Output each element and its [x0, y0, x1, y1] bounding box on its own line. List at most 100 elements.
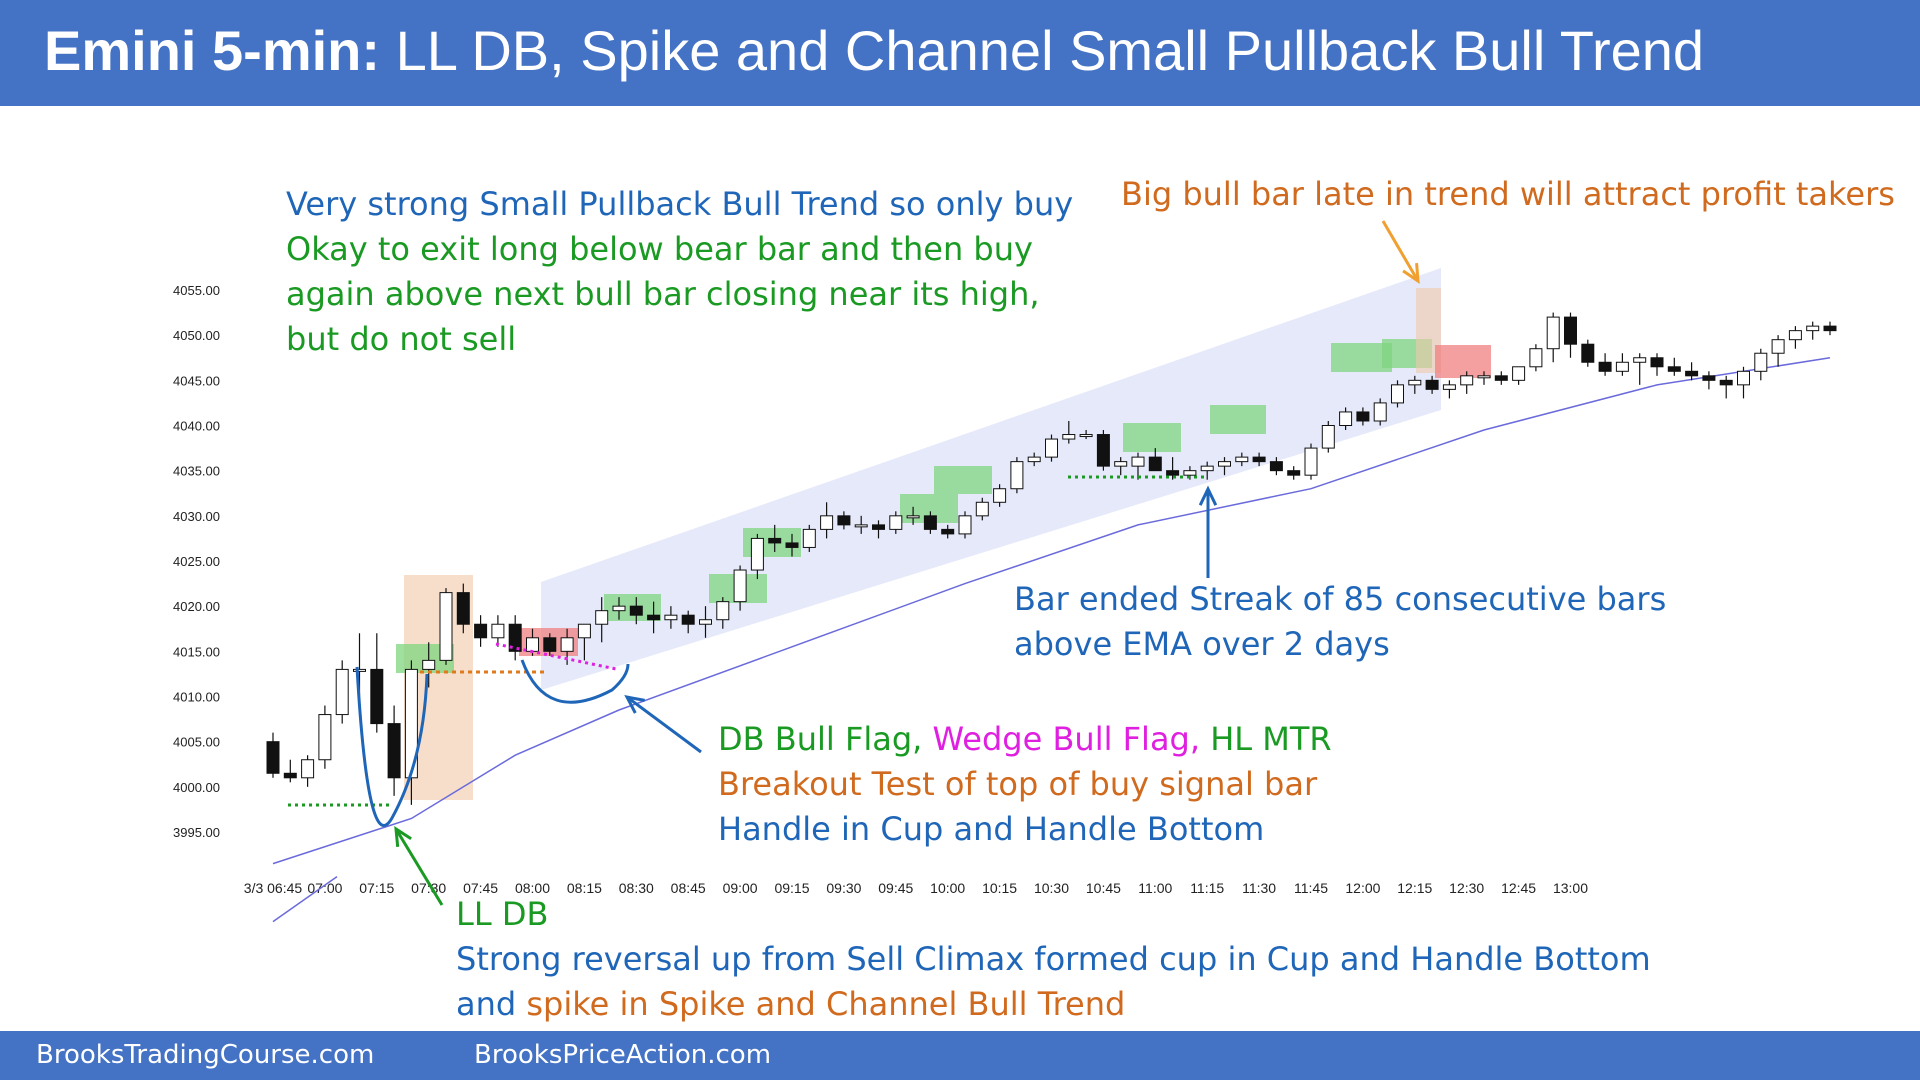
bear-candle: [1702, 375, 1716, 381]
note-do-not-sell: but do not sell: [286, 320, 517, 358]
y-axis: 4055.00 4050.00 4045.00 4040.00 4035.00 4030.…: [173, 283, 220, 840]
x-tick-label: 11:30: [1242, 880, 1276, 896]
bull-candle: [1235, 456, 1249, 463]
bull-candle: [802, 528, 816, 548]
bear-candle: [1096, 434, 1110, 467]
y-tick-label: 4000.00: [173, 780, 220, 795]
bull-candle: [975, 501, 989, 517]
x-tick-label: 12:00: [1345, 880, 1380, 896]
x-tick-label: 12:45: [1501, 880, 1536, 896]
bull-candle: [993, 488, 1007, 503]
note-strong-reversal: Strong reversal up from Sell Climax form…: [456, 940, 1651, 978]
bear-candle: [266, 741, 280, 774]
y-tick-label: 4050.00: [173, 328, 220, 343]
y-tick-label: 4055.00: [173, 283, 220, 298]
y-tick-label: 3995.00: [173, 825, 220, 840]
x-tick-label: 10:45: [1086, 880, 1121, 896]
note-exit-long: Okay to exit long below bear bar and the…: [286, 230, 1033, 268]
bear-candle: [1667, 366, 1681, 372]
x-tick-label: 11:15: [1190, 880, 1224, 896]
bull-candle: [1079, 434, 1093, 438]
bull-candle: [733, 569, 747, 603]
footer-link-left[interactable]: BrooksTradingCourse.com: [36, 1040, 375, 1070]
bear-candle: [474, 623, 488, 639]
profit-taker-arrow-head: [1402, 262, 1420, 284]
bull-candle: [1373, 402, 1387, 422]
x-tick-label: 08:45: [671, 880, 706, 896]
bull-candle: [1114, 461, 1128, 467]
bull-candle: [353, 668, 366, 672]
x-tick-label: 3/3 06:45: [244, 880, 303, 896]
bull-candle: [1806, 325, 1820, 332]
handle-outline: [520, 659, 630, 704]
y-tick-label: 4020.00: [173, 599, 220, 614]
x-tick-label: 09:00: [723, 880, 758, 896]
cup-outline: [355, 666, 429, 827]
x-tick-label: 08:00: [515, 880, 550, 896]
buy-box: [1331, 343, 1392, 372]
bull-candle: [1218, 461, 1231, 467]
bull-candle: [1788, 330, 1802, 341]
bear-candle: [923, 515, 937, 530]
footer-bar: BrooksTradingCourse.com BrooksPriceActio…: [0, 1031, 1920, 1080]
bull-candle: [1200, 465, 1214, 472]
bull-candle: [439, 592, 453, 661]
x-tick-label: 08:30: [619, 880, 654, 896]
bear-candle: [872, 524, 885, 530]
bull-candle: [750, 537, 764, 571]
bear-candle: [370, 668, 384, 725]
bear-candle: [629, 605, 643, 616]
x-tick-label: 10:30: [1034, 880, 1069, 896]
y-tick-label: 4045.00: [173, 373, 220, 388]
buy-box: [1210, 405, 1266, 434]
note-ll-db: LL DB: [456, 895, 549, 933]
price-chart: 4055.00 4050.00 4045.00 4040.00 4035.00 4030.…: [173, 220, 1837, 923]
bear-candle: [1823, 325, 1837, 332]
bull-candle: [1408, 379, 1422, 386]
bear-candle: [1650, 357, 1664, 368]
ema-line-start: [272, 876, 338, 923]
bear-candle: [785, 542, 799, 548]
y-tick-label: 4040.00: [173, 419, 220, 434]
candles-layer: [266, 312, 1837, 805]
hl-mtr-text: HL MTR: [1210, 720, 1332, 758]
page-title: Emini 5-min: LL DB, Spike and Channel Sm…: [44, 18, 1704, 83]
x-tick-label: 13:00: [1553, 880, 1588, 896]
bull-candle: [301, 759, 315, 779]
bull-candle: [1183, 470, 1197, 476]
bull-candle: [1442, 384, 1456, 390]
y-tick-label: 4005.00: [173, 735, 220, 750]
highlight-boxes: [396, 288, 1491, 800]
bear-candle: [1425, 379, 1439, 390]
footer-link-right[interactable]: BrooksPriceAction.com: [474, 1040, 772, 1070]
bull-candle: [335, 668, 349, 716]
bull-candle: [1529, 348, 1543, 368]
bear-candle: [456, 592, 470, 625]
bull-candle: [1771, 339, 1785, 354]
bear-candle: [1356, 411, 1370, 422]
bull-candle: [1460, 375, 1474, 386]
x-tick-label: 10:00: [930, 880, 965, 896]
bull-candle: [889, 515, 903, 530]
spike-and-text: and: [456, 985, 517, 1023]
bull-candle: [612, 605, 626, 612]
x-tick-label: 07:45: [463, 880, 498, 896]
annotation-lines: [288, 220, 1420, 906]
bear-candle: [647, 614, 661, 621]
bull-candle: [906, 515, 920, 519]
bull-candle: [1633, 357, 1647, 363]
bull-candle: [1062, 434, 1076, 440]
bull-candle: [854, 524, 868, 528]
header-bar: Emini 5-min: LL DB, Spike and Channel Sm…: [0, 0, 1920, 106]
bull-candle: [1131, 456, 1145, 467]
wedge-bull-flag-text: Wedge Bull Flag,: [932, 720, 1201, 758]
ema-line: [272, 357, 1831, 865]
sell-box: [1435, 345, 1491, 378]
note-db-bull-flag: DB Bull Flag, Wedge Bull Flag, HL MTR: [718, 717, 1332, 762]
bull-candle: [595, 610, 609, 625]
bear-candle: [1564, 316, 1577, 345]
bear-candle: [1269, 461, 1283, 472]
ll-db-arrow: [394, 828, 444, 906]
title-rest: LL DB, Spike and Channel Small Pullback …: [395, 19, 1705, 82]
note-streak-2: above EMA over 2 days: [1014, 625, 1390, 663]
